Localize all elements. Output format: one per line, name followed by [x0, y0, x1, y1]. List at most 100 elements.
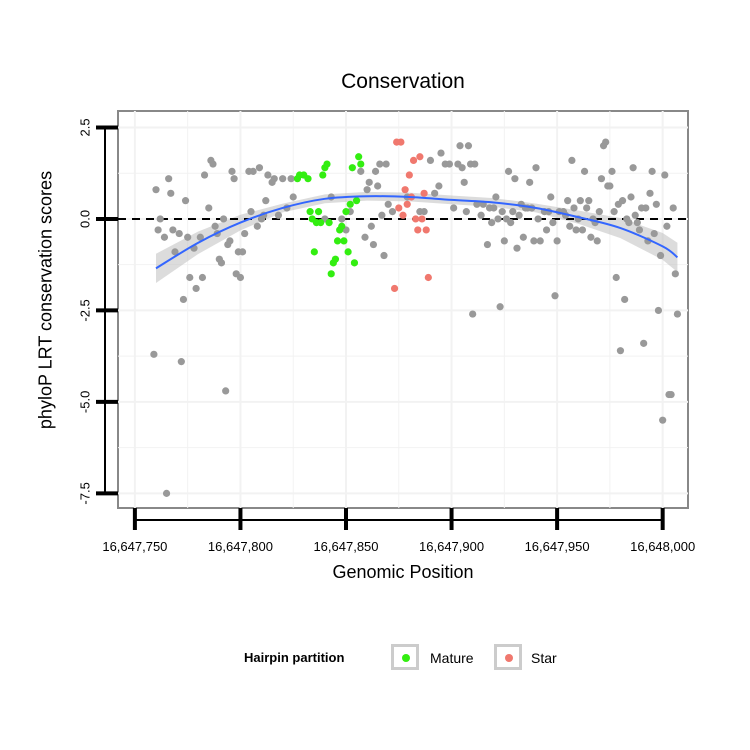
point-other	[165, 175, 173, 183]
x-tick-label: 16,648,000	[630, 539, 695, 554]
point-mature	[306, 208, 314, 216]
point-other	[458, 164, 466, 172]
point-other	[249, 167, 257, 175]
point-other	[595, 208, 603, 216]
point-other	[196, 233, 204, 241]
point-other	[659, 416, 667, 424]
point-other	[186, 273, 194, 282]
point-other	[361, 233, 369, 241]
point-other	[382, 160, 390, 168]
point-other	[365, 178, 373, 186]
point-other	[471, 160, 479, 168]
point-other	[209, 160, 217, 168]
x-tick-label: 16,647,900	[419, 539, 484, 554]
smooth-line	[155, 195, 679, 270]
point-star	[422, 226, 430, 234]
point-star	[399, 211, 407, 219]
point-other	[230, 175, 238, 183]
point-other	[238, 248, 247, 256]
point-other	[274, 211, 283, 219]
point-star	[424, 273, 432, 282]
point-other	[542, 226, 551, 234]
point-other	[551, 292, 559, 300]
point-other	[673, 310, 682, 318]
point-other	[597, 175, 606, 183]
point-other	[578, 226, 587, 234]
point-other	[509, 208, 517, 216]
point-other	[646, 189, 654, 197]
point-other	[488, 218, 496, 227]
point-other	[511, 175, 519, 183]
point-other	[462, 208, 470, 216]
point-other	[663, 222, 671, 230]
point-other	[162, 489, 171, 497]
point-other	[369, 240, 378, 249]
point-other	[169, 226, 177, 234]
point-other	[287, 175, 295, 183]
point-star	[397, 138, 405, 146]
point-other	[380, 251, 388, 260]
point-other	[648, 167, 656, 175]
point-mature	[333, 237, 342, 245]
point-mature	[357, 160, 365, 168]
point-star	[420, 189, 428, 197]
point-mature	[348, 164, 356, 172]
point-other	[150, 350, 158, 358]
point-mature	[342, 208, 350, 216]
point-other	[371, 167, 380, 175]
point-other	[222, 387, 230, 395]
point-other	[177, 358, 185, 366]
point-mature	[355, 153, 363, 161]
point-other	[219, 215, 228, 223]
point-other	[384, 200, 392, 208]
x-tick-label: 16,647,950	[525, 539, 590, 554]
point-other	[650, 229, 658, 238]
y-tick-label: 2.5	[77, 118, 92, 136]
x-tick-label: 16,647,800	[208, 539, 273, 554]
point-mature	[352, 197, 361, 205]
point-other	[154, 226, 162, 234]
point-other	[367, 222, 375, 230]
point-other	[570, 204, 578, 212]
point-other	[532, 164, 540, 172]
x-axis-label: Genomic Position	[332, 562, 474, 582]
point-other	[247, 208, 255, 216]
point-other	[572, 226, 580, 234]
point-other	[629, 164, 637, 172]
point-star	[416, 153, 424, 161]
point-other	[437, 149, 445, 157]
point-other	[279, 175, 287, 183]
point-other	[566, 222, 574, 230]
point-other	[671, 270, 679, 278]
point-mature	[319, 171, 327, 179]
legend-label-star: Star	[531, 650, 557, 666]
point-mature	[304, 175, 312, 183]
point-other	[211, 222, 219, 230]
point-mature	[310, 248, 318, 256]
point-star	[409, 156, 418, 164]
point-other	[483, 240, 492, 249]
point-other	[205, 204, 213, 212]
point-other	[496, 303, 504, 311]
point-other	[426, 156, 435, 164]
point-other	[184, 233, 192, 241]
point-star	[405, 171, 413, 179]
point-star	[414, 226, 422, 234]
point-other	[635, 226, 644, 234]
point-other	[241, 229, 249, 238]
point-other	[612, 273, 620, 282]
x-tick-label: 16,647,750	[102, 539, 167, 554]
point-other	[667, 390, 675, 399]
legend-key-mature	[391, 644, 419, 670]
y-tick-label: 0.0	[77, 210, 92, 228]
point-other	[526, 178, 534, 186]
legend-swatch-mature	[402, 654, 410, 662]
y-tick-label: -2.5	[77, 299, 92, 321]
point-other	[171, 248, 179, 256]
point-other	[618, 197, 627, 205]
point-other	[167, 189, 175, 197]
point-other	[625, 218, 633, 227]
point-other	[450, 204, 458, 212]
point-other	[192, 284, 200, 293]
